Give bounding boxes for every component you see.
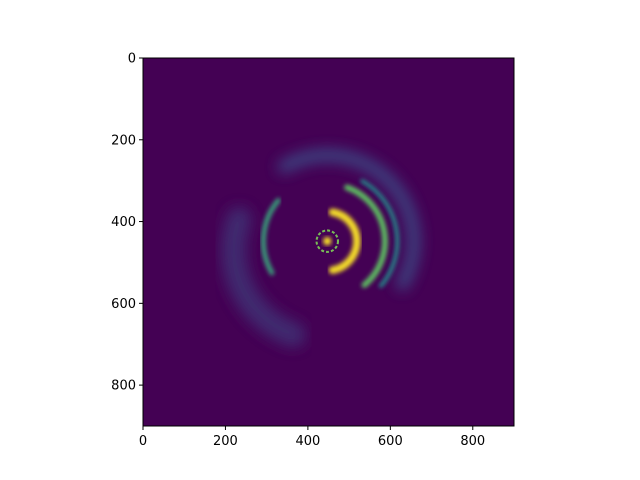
feature-halo-6 xyxy=(277,149,421,291)
feature-arc-4 xyxy=(360,178,400,288)
x-tick-label-400: 400 xyxy=(295,434,320,449)
plot-frame xyxy=(142,57,515,427)
plot-area xyxy=(142,57,515,427)
x-tick-label-200: 200 xyxy=(213,434,238,449)
x-tick-label-600: 600 xyxy=(378,434,403,449)
image-features xyxy=(221,149,421,348)
x-tick-label-800: 800 xyxy=(460,434,485,449)
feature-halo-7 xyxy=(221,207,306,348)
y-tick-label-0: 0 xyxy=(128,52,136,67)
feature-core-ring-0 xyxy=(315,229,340,253)
feature-arc-5 xyxy=(260,197,281,276)
feature-central-spot-1 xyxy=(323,237,332,246)
y-tick-label-200: 200 xyxy=(111,133,136,148)
y-tick-label-400: 400 xyxy=(111,215,136,230)
y-axis: 0 200 400 600 800 xyxy=(111,52,143,394)
x-axis: 0 200 400 600 800 xyxy=(139,426,485,449)
x-tick-label-0: 0 xyxy=(139,434,147,449)
feature-bright-arc-2 xyxy=(328,208,361,274)
feature-arc-3 xyxy=(344,184,388,288)
y-tick-label-600: 600 xyxy=(111,297,136,312)
y-tick-label-800: 800 xyxy=(111,379,136,394)
